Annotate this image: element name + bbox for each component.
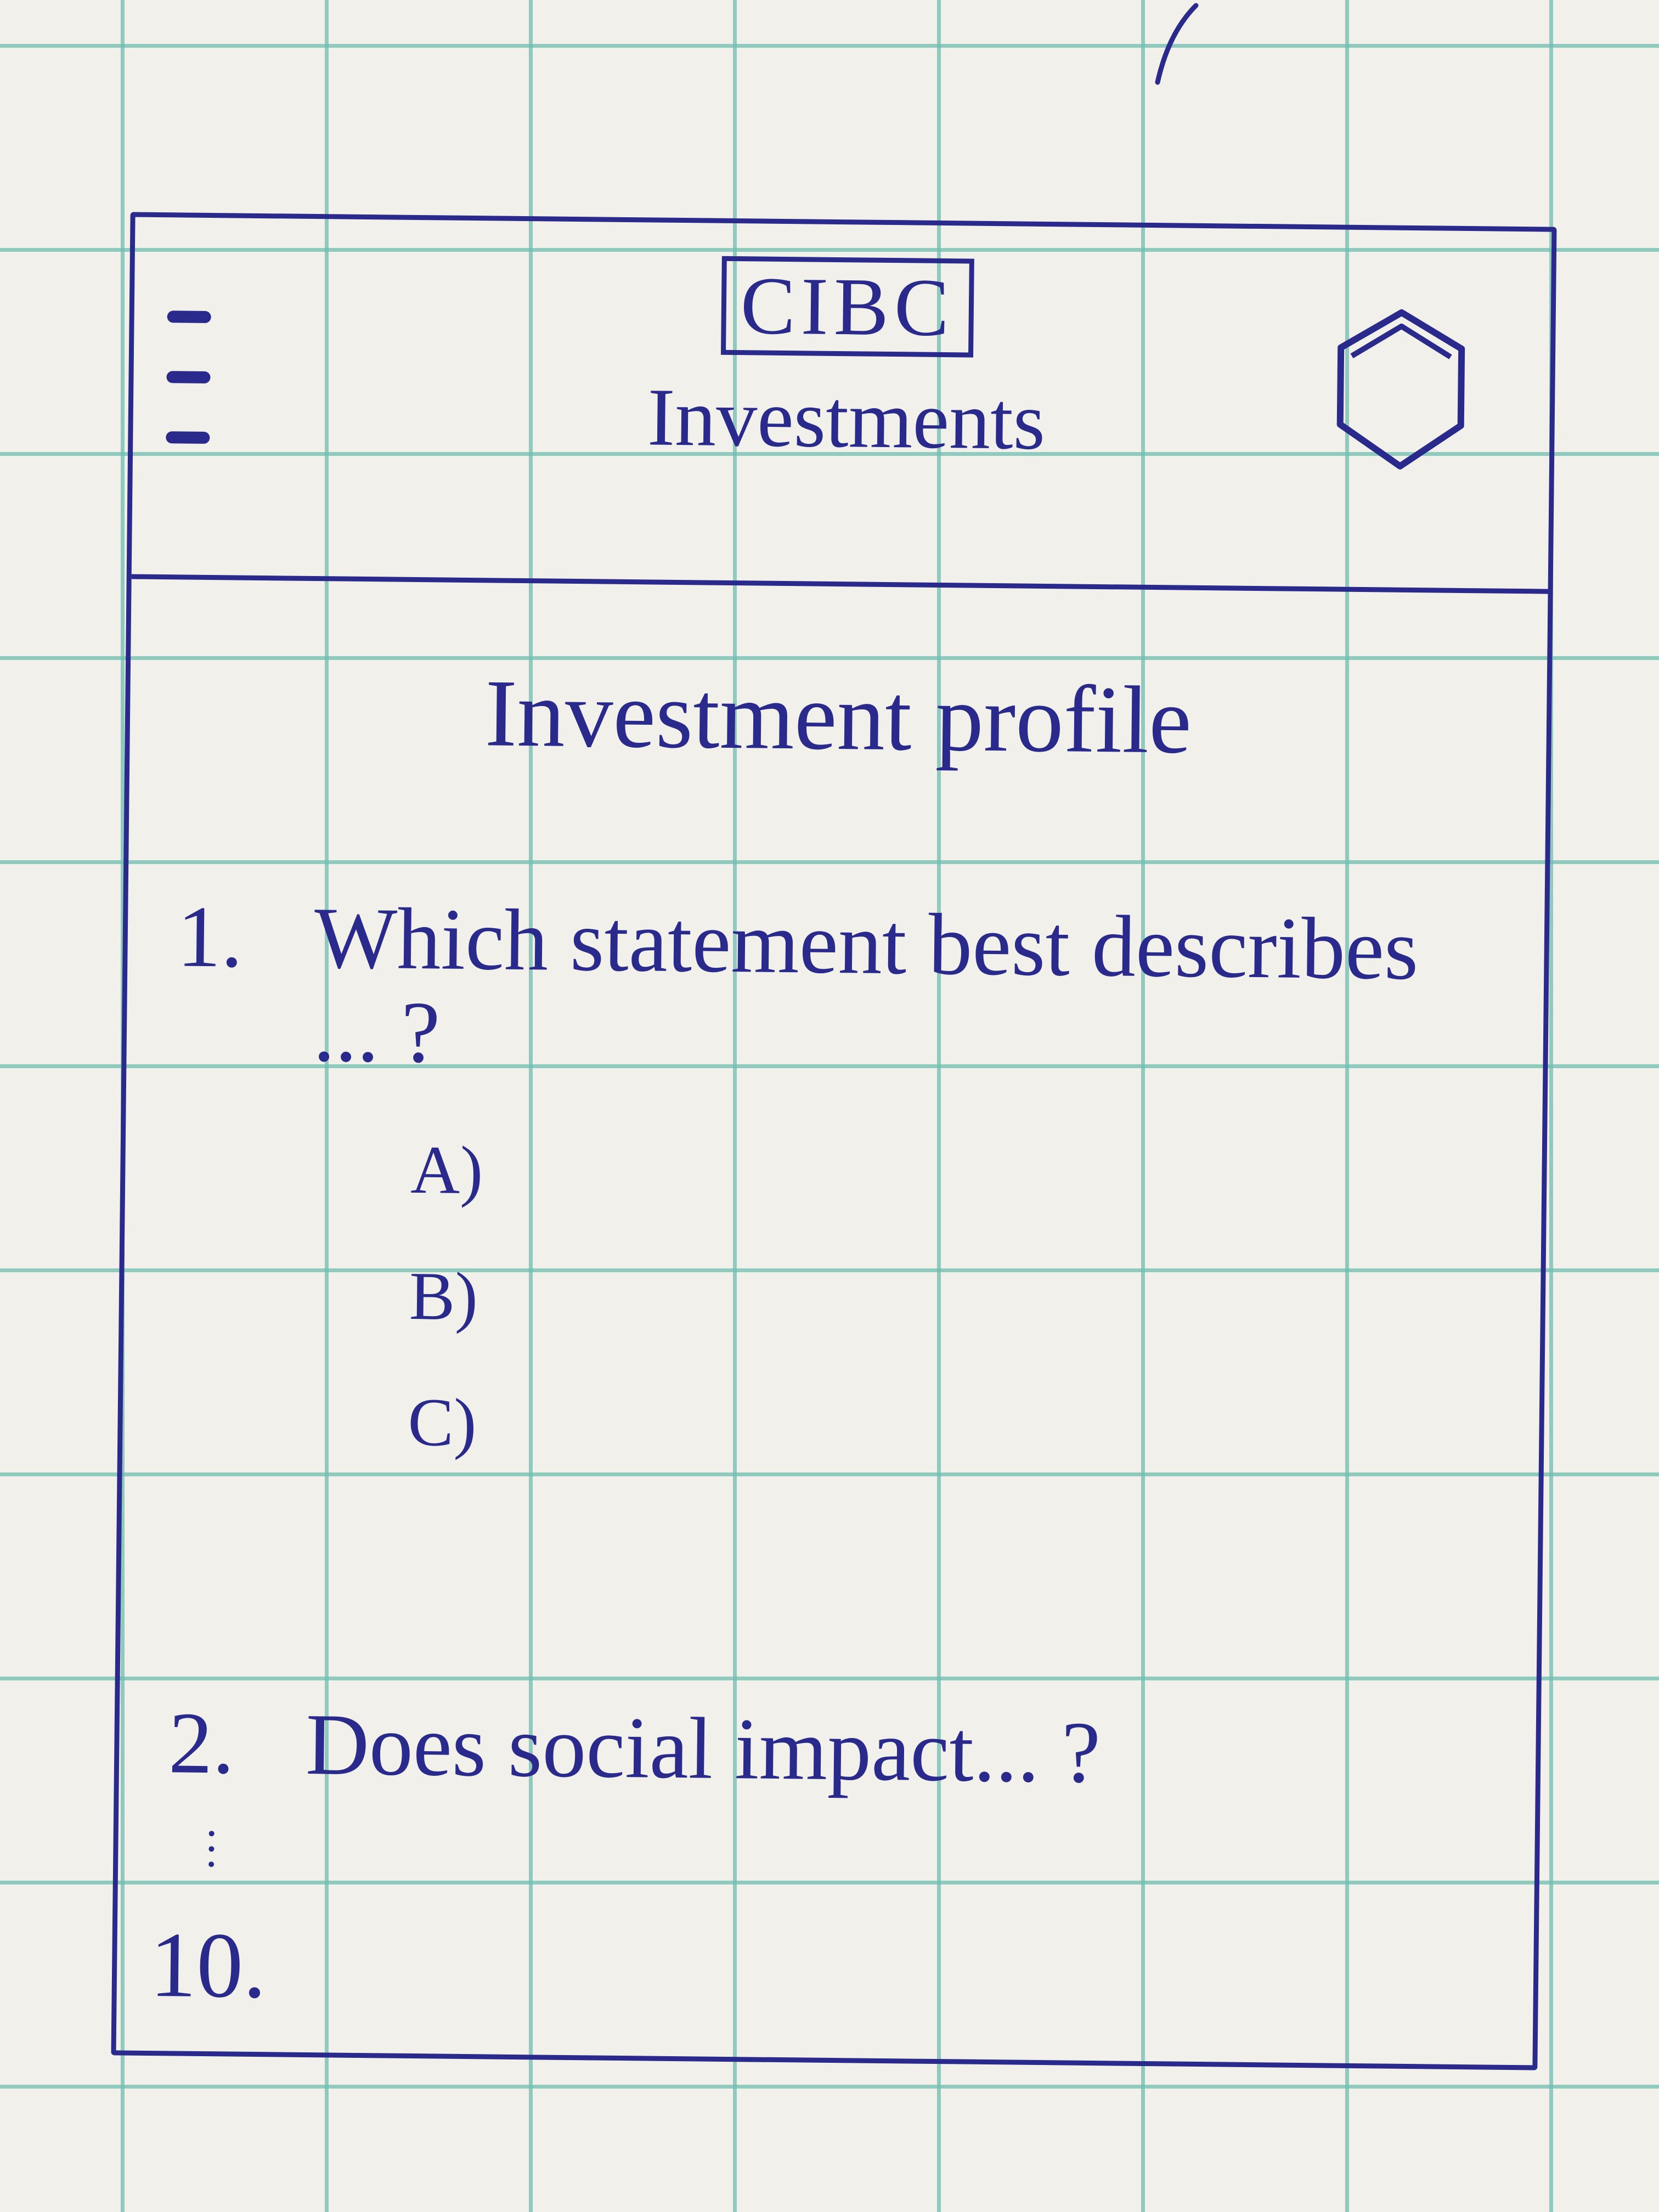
menu-button[interactable] [166, 300, 217, 465]
main-content: Investment profile 1. Which statement bes… [116, 579, 1548, 2064]
question-number: 2. [168, 1694, 235, 1792]
question-10-number: 10. [149, 1913, 267, 2018]
profile-button[interactable] [1329, 301, 1473, 478]
cibc-logo: CIBC [720, 256, 974, 358]
app-header: CIBC Investments [131, 217, 1552, 594]
option-b[interactable]: B) [409, 1258, 478, 1335]
question-2: 2. Does social impact... ? [168, 1694, 1101, 1801]
question-text: Which statement best describes [313, 889, 1419, 998]
brand: CIBC Investments [637, 255, 1057, 467]
question-1-continuation: ... ? [313, 982, 441, 1081]
question-1-options: A) B) C) [407, 1132, 484, 1515]
option-c[interactable]: C) [407, 1384, 477, 1462]
vertical-ellipsis [208, 1831, 220, 1886]
stray-pen-mark [1155, 3, 1199, 85]
app-title: Investments [647, 371, 1046, 467]
option-a[interactable]: A) [410, 1132, 484, 1209]
phone-screen-frame: CIBC Investments Investment profile 1. Wh… [111, 212, 1557, 2070]
question-text: Does social impact... ? [305, 1695, 1101, 1802]
hexagon-profile-icon [1336, 309, 1465, 470]
question-number: 1. [176, 887, 244, 986]
page-title: Investment profile [484, 659, 1192, 774]
question-1: 1. Which statement best describes [176, 887, 1419, 998]
